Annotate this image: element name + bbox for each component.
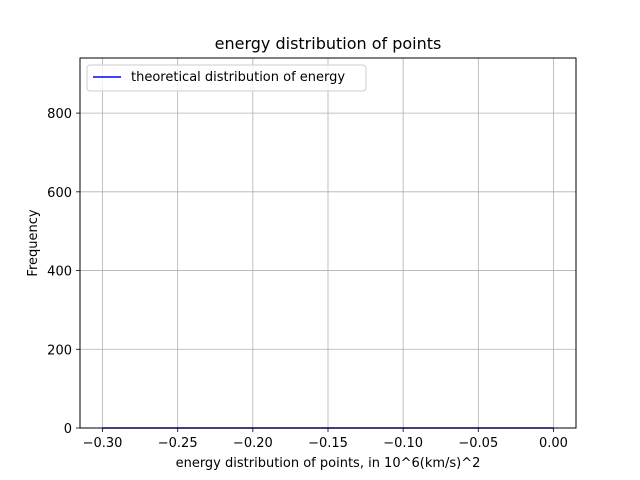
y-tick-label: 800	[47, 107, 72, 122]
x-tick-label: −0.30	[83, 436, 123, 451]
x-tick-label: −0.20	[233, 436, 273, 451]
y-tick-label: 0	[64, 422, 72, 437]
y-tick-label: 600	[47, 186, 72, 201]
x-axis-label: energy distribution of points, in 10^6(k…	[176, 456, 481, 471]
x-axis: −0.30 −0.25 −0.20 −0.15 −0.10 −0.05 0.00	[83, 428, 568, 451]
y-axis: 0 200 400 600 800	[47, 107, 80, 437]
y-tick-label: 200	[47, 343, 72, 358]
legend-box	[86, 64, 367, 92]
x-tick-label: −0.15	[308, 436, 348, 451]
x-tick-label: −0.05	[458, 436, 498, 451]
x-tick-label: −0.10	[383, 436, 423, 451]
y-axis-label: Frequency	[26, 209, 41, 276]
x-tick-label: −0.25	[158, 436, 198, 451]
legend-entry-label: theoretical distribution of energy	[131, 70, 345, 85]
legend: theoretical distribution of energy	[86, 64, 367, 92]
x-tick-label: 0.00	[539, 436, 568, 451]
chart-title: energy distribution of points	[215, 34, 442, 53]
y-tick-label: 400	[47, 265, 72, 280]
